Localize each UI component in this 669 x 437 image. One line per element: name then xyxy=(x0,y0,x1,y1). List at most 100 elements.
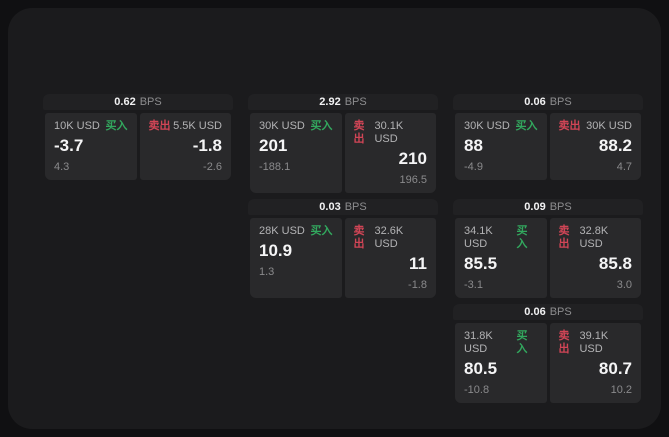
sell-panel-top: 卖出 30K USD xyxy=(559,120,633,133)
bps-header: 0.62 BPS xyxy=(43,94,233,110)
bps-header: 2.92 BPS xyxy=(248,94,438,110)
sell-size: 39.1K USD xyxy=(579,330,609,355)
bps-unit: BPS xyxy=(549,96,572,108)
bps-value: 0.62 xyxy=(114,96,136,108)
sell-panel-top: 卖出 30.1K USD xyxy=(354,120,428,146)
sell-price: 11 xyxy=(409,254,427,273)
bps-value: 0.06 xyxy=(524,306,546,318)
buy-side-label: 买入 xyxy=(515,120,538,132)
sell-size: 32.6K USD xyxy=(374,225,404,250)
sell-side-label: 卖出 xyxy=(558,120,581,132)
buy-panel-top: 10K USD 买入 xyxy=(54,120,128,133)
bps-header: 0.09 BPS xyxy=(453,199,643,215)
buy-price: 10.9 xyxy=(259,241,293,260)
buy-price: -3.7 xyxy=(54,136,84,155)
quote-card: 2.92 BPS 30K USD 买入 201 -188.1 卖出 xyxy=(248,94,438,193)
buy-panel-top: 34.1K USD 买入 xyxy=(464,225,538,251)
bps-header: 0.06 BPS xyxy=(453,304,643,320)
quote-panels: 30K USD 买入 88 -4.9 卖出 30K USD 88.2 4.7 xyxy=(453,113,643,180)
quote-card: 0.62 BPS 10K USD 买入 -3.7 4.3 卖出 xyxy=(43,94,233,180)
buy-side-label: 买入 xyxy=(310,120,333,132)
buy-delta: -3.1 xyxy=(464,279,483,291)
sell-panel[interactable]: 卖出 32.6K USD 11 -1.8 xyxy=(344,218,436,298)
buy-size: 28K USD xyxy=(259,225,305,237)
bps-unit: BPS xyxy=(139,96,162,108)
sell-panel[interactable]: 卖出 30K USD 88.2 4.7 xyxy=(549,113,641,180)
sell-delta: 4.7 xyxy=(616,161,632,173)
bps-unit: BPS xyxy=(549,306,572,318)
buy-delta: 4.3 xyxy=(54,161,70,173)
buy-delta: -10.8 xyxy=(464,384,490,396)
sell-size: 30K USD xyxy=(586,120,632,132)
buy-delta: 1.3 xyxy=(259,266,275,278)
quote-card: 0.09 BPS 34.1K USD 买入 85.5 -3.1 卖出 xyxy=(453,199,643,298)
buy-size: 30K USD xyxy=(259,120,305,132)
quote-panels: 34.1K USD 买入 85.5 -3.1 卖出 32.8K USD 85.8… xyxy=(453,218,643,298)
sell-panel-top: 卖出 5.5K USD xyxy=(149,120,223,133)
sell-panel-top: 卖出 32.8K USD xyxy=(559,225,633,251)
bps-unit: BPS xyxy=(344,96,367,108)
sell-price: -1.8 xyxy=(192,136,222,155)
bps-header: 0.03 BPS xyxy=(248,199,438,215)
quote-panels: 28K USD 买入 10.9 1.3 卖出 32.6K USD 11 -1.8 xyxy=(248,218,438,298)
quote-card: 0.06 BPS 30K USD 买入 88 -4.9 卖出 xyxy=(453,94,643,180)
sell-side-label: 卖出 xyxy=(353,225,365,250)
sell-panel[interactable]: 卖出 5.5K USD -1.8 -2.6 xyxy=(139,113,231,180)
sell-side-label: 卖出 xyxy=(148,120,171,132)
buy-panel[interactable]: 30K USD 买入 88 -4.9 xyxy=(455,113,547,180)
sell-delta: 196.5 xyxy=(399,174,427,186)
sell-price: 88.2 xyxy=(598,136,632,155)
buy-side-label: 买入 xyxy=(516,330,528,355)
sell-size: 5.5K USD xyxy=(173,120,222,132)
buy-panel-top: 31.8K USD 买入 xyxy=(464,330,538,356)
quote-card-grid: 0.62 BPS 10K USD 买入 -3.7 4.3 卖出 xyxy=(43,94,643,403)
sell-panel[interactable]: 卖出 30.1K USD 210 196.5 xyxy=(344,113,436,193)
buy-size: 10K USD xyxy=(54,120,100,132)
sell-size: 30.1K USD xyxy=(374,120,404,145)
buy-panel[interactable]: 31.8K USD 买入 80.5 -10.8 xyxy=(455,323,547,403)
sell-panel-top: 卖出 32.6K USD xyxy=(354,225,428,251)
sell-price: 85.8 xyxy=(598,254,632,273)
quote-panels: 30K USD 买入 201 -188.1 卖出 30.1K USD 210 1… xyxy=(248,113,438,193)
app-surface: 0.62 BPS 10K USD 买入 -3.7 4.3 卖出 xyxy=(8,8,661,429)
buy-panel[interactable]: 28K USD 买入 10.9 1.3 xyxy=(250,218,342,298)
bps-unit: BPS xyxy=(549,201,572,213)
buy-panel[interactable]: 10K USD 买入 -3.7 4.3 xyxy=(45,113,137,180)
sell-panel[interactable]: 卖出 32.8K USD 85.8 3.0 xyxy=(549,218,641,298)
buy-delta: -188.1 xyxy=(259,161,291,173)
sell-delta: 10.2 xyxy=(610,384,632,396)
sell-panel[interactable]: 卖出 39.1K USD 80.7 10.2 xyxy=(549,323,641,403)
buy-size: 31.8K USD xyxy=(464,330,493,355)
buy-price: 201 xyxy=(259,136,288,155)
buy-side-label: 买入 xyxy=(310,225,333,237)
quote-card: 0.06 BPS 31.8K USD 买入 80.5 -10.8 卖出 xyxy=(453,304,643,403)
buy-size: 30K USD xyxy=(464,120,510,132)
bps-unit: BPS xyxy=(344,201,367,213)
quote-panels: 10K USD 买入 -3.7 4.3 卖出 5.5K USD -1.8 -2.… xyxy=(43,113,233,180)
buy-panel-top: 30K USD 买入 xyxy=(259,120,333,133)
sell-panel-top: 卖出 39.1K USD xyxy=(559,330,633,356)
buy-size: 34.1K USD xyxy=(464,225,493,250)
buy-side-label: 买入 xyxy=(516,225,528,250)
bps-value: 0.03 xyxy=(319,201,341,213)
buy-price: 80.5 xyxy=(464,359,498,378)
buy-panel[interactable]: 30K USD 买入 201 -188.1 xyxy=(250,113,342,193)
buy-price: 88 xyxy=(464,136,483,155)
sell-price: 210 xyxy=(398,149,427,168)
bps-value: 2.92 xyxy=(319,96,341,108)
bps-value: 0.09 xyxy=(524,201,546,213)
bps-value: 0.06 xyxy=(524,96,546,108)
sell-side-label: 卖出 xyxy=(558,225,570,250)
buy-delta: -4.9 xyxy=(464,161,483,173)
buy-side-label: 买入 xyxy=(105,120,128,132)
sell-side-label: 卖出 xyxy=(558,330,570,355)
buy-panel[interactable]: 34.1K USD 买入 85.5 -3.1 xyxy=(455,218,547,298)
bps-header: 0.06 BPS xyxy=(453,94,643,110)
buy-panel-top: 30K USD 买入 xyxy=(464,120,538,133)
quote-card: 0.03 BPS 28K USD 买入 10.9 1.3 卖出 xyxy=(248,199,438,298)
sell-delta: 3.0 xyxy=(616,279,632,291)
sell-delta: -2.6 xyxy=(203,161,222,173)
quote-panels: 31.8K USD 买入 80.5 -10.8 卖出 39.1K USD 80.… xyxy=(453,323,643,403)
sell-size: 32.8K USD xyxy=(579,225,609,250)
